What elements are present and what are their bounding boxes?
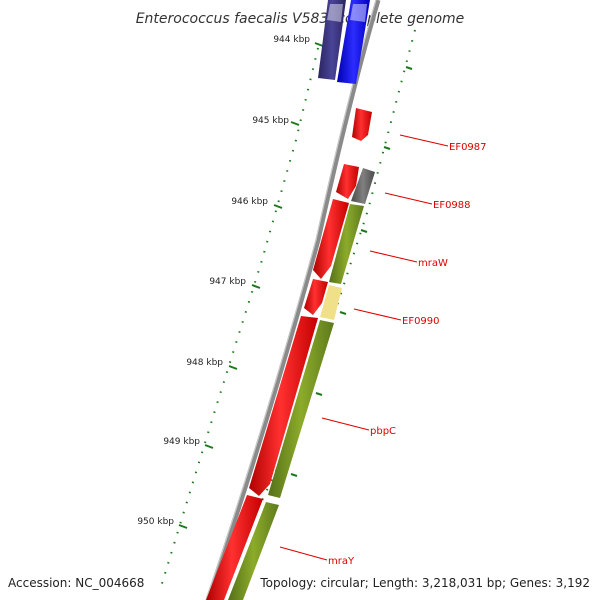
forward-gene-track xyxy=(206,108,372,600)
tick-947 xyxy=(251,284,261,289)
kbp-label: 945 kbp xyxy=(252,116,289,126)
gene-label-ef0987[interactable]: EF0987 xyxy=(449,142,487,153)
gene-label-mray[interactable]: mraY xyxy=(328,556,355,567)
tick-949 xyxy=(204,444,214,449)
gene-feature-pale-yellow xyxy=(320,285,342,320)
gene-label-pbpc[interactable]: pbpC xyxy=(370,426,396,437)
cog-track xyxy=(228,168,375,600)
tick-945 xyxy=(290,121,300,126)
kbp-label: 948 kbp xyxy=(186,358,223,368)
top-genes xyxy=(318,0,370,84)
gene-label-ef0988[interactable]: EF0988 xyxy=(433,200,471,211)
gene-label-mraw[interactable]: mraW xyxy=(418,258,448,269)
gene-label-ef0990[interactable]: EF0990 xyxy=(402,316,440,327)
genome-backbone xyxy=(205,0,381,600)
gene-feature-ef0988 xyxy=(336,164,359,199)
gene-feature-ef0990 xyxy=(304,279,328,315)
tick-948 xyxy=(228,365,238,370)
kbp-labels: 944 kbp 945 kbp 946 kbp 947 kbp 948 kbp … xyxy=(137,35,310,527)
inner-scale-ring xyxy=(159,42,324,591)
accession-text: Accession: NC_004668 xyxy=(8,576,144,590)
gene-feature-pbpC xyxy=(249,316,318,496)
kbp-label: 950 kbp xyxy=(137,517,174,527)
tick-950 xyxy=(178,524,188,529)
gene-feature-olive-3 xyxy=(228,502,279,600)
kbp-label: 946 kbp xyxy=(231,197,268,207)
gene-labels xyxy=(279,134,449,561)
gene-feature-olive-2 xyxy=(268,320,334,498)
gene-feature-mraY xyxy=(206,495,263,600)
tick-944 xyxy=(314,42,324,47)
gene-feature-ef0987 xyxy=(352,108,372,141)
tick-946 xyxy=(273,204,283,209)
topology-text: Topology: circular; Length: 3,218,031 bp… xyxy=(259,576,590,590)
kbp-label: 944 kbp xyxy=(273,35,310,45)
gene-feature-gray xyxy=(351,168,375,204)
gene-feature-olive-1 xyxy=(329,204,364,284)
gene-feature-navy xyxy=(318,0,346,80)
outer-scale-ring xyxy=(214,29,416,600)
gene-feature-mraW xyxy=(313,199,349,279)
map-title: Enterococcus faecalis V583, complete gen… xyxy=(136,11,465,27)
kbp-label: 947 kbp xyxy=(209,277,246,287)
gene-feature-blue xyxy=(337,0,370,84)
kbp-label: 949 kbp xyxy=(163,437,200,447)
